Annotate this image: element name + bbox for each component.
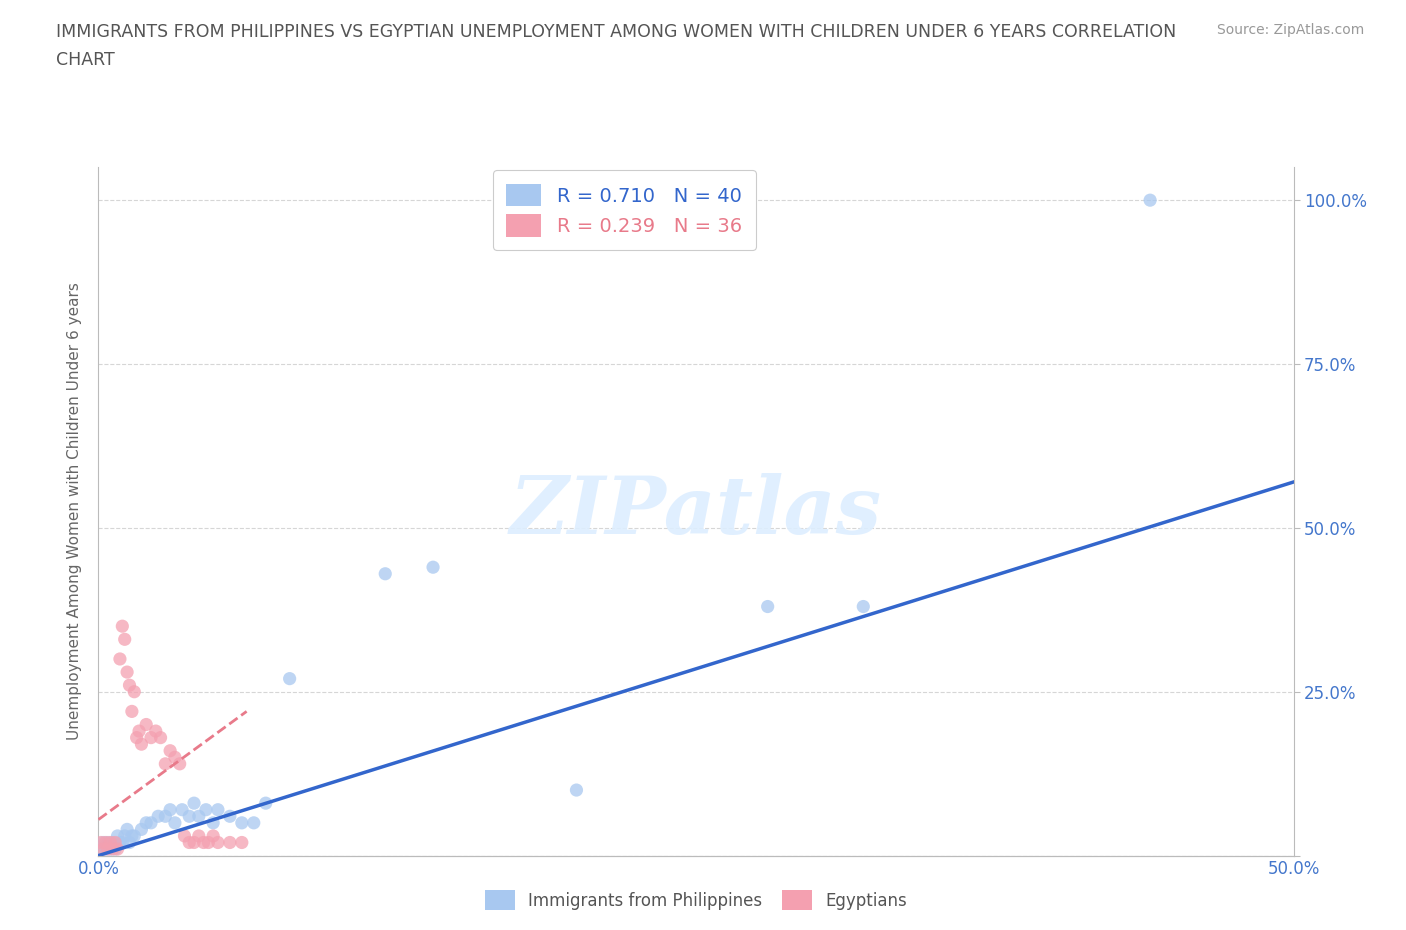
Point — [194, 803, 218, 817]
Y-axis label: Unemployment Among Women with Children Under 6 years: Unemployment Among Women with Children U… — [67, 283, 83, 740]
Point — [118, 835, 141, 850]
Point — [219, 835, 242, 850]
Text: Source: ZipAtlas.com: Source: ZipAtlas.com — [1216, 23, 1364, 37]
Point — [124, 829, 146, 844]
Point — [114, 829, 136, 844]
Point — [163, 816, 186, 830]
Point — [107, 829, 129, 844]
Point — [254, 796, 277, 811]
Point — [91, 835, 114, 850]
Legend: Immigrants from Philippines, Egyptians: Immigrants from Philippines, Egyptians — [471, 877, 921, 923]
Point — [104, 842, 127, 857]
Point — [124, 684, 146, 699]
Point — [374, 566, 396, 581]
Point — [131, 822, 153, 837]
Point — [756, 599, 779, 614]
Point — [163, 750, 186, 764]
Point — [121, 704, 143, 719]
Point — [193, 835, 215, 850]
Point — [202, 829, 225, 844]
Point — [183, 796, 205, 811]
Point — [172, 803, 194, 817]
Point — [1139, 193, 1161, 207]
Point — [111, 618, 134, 633]
Point — [94, 835, 117, 850]
Point — [139, 730, 162, 745]
Point — [114, 631, 136, 646]
Point — [278, 671, 301, 686]
Point — [179, 809, 201, 824]
Point — [115, 822, 138, 837]
Point — [90, 835, 112, 850]
Point — [148, 809, 170, 824]
Point — [155, 809, 177, 824]
Point — [155, 756, 177, 771]
Point — [108, 835, 131, 850]
Text: CHART: CHART — [56, 51, 115, 69]
Point — [159, 803, 181, 817]
Point — [202, 816, 225, 830]
Point — [90, 842, 112, 857]
Point — [101, 835, 124, 850]
Point — [97, 835, 120, 850]
Point — [183, 835, 205, 850]
Point — [128, 724, 150, 738]
Point — [125, 730, 148, 745]
Point — [131, 737, 153, 751]
Point — [101, 842, 124, 857]
Point — [139, 816, 162, 830]
Point — [108, 652, 131, 667]
Point — [118, 678, 141, 693]
Point — [219, 809, 242, 824]
Point — [422, 560, 444, 575]
Point — [91, 842, 114, 857]
Text: ZIPatlas: ZIPatlas — [510, 472, 882, 551]
Point — [135, 717, 157, 732]
Point — [179, 835, 201, 850]
Point — [207, 803, 229, 817]
Point — [107, 842, 129, 857]
Point — [173, 829, 195, 844]
Point — [231, 835, 253, 850]
Point — [97, 842, 120, 857]
Point — [169, 756, 191, 771]
Point — [111, 835, 134, 850]
Point — [197, 835, 219, 850]
Text: IMMIGRANTS FROM PHILIPPINES VS EGYPTIAN UNEMPLOYMENT AMONG WOMEN WITH CHILDREN U: IMMIGRANTS FROM PHILIPPINES VS EGYPTIAN … — [56, 23, 1177, 41]
Point — [98, 835, 122, 850]
Point — [104, 835, 127, 850]
Point — [145, 724, 167, 738]
Point — [852, 599, 875, 614]
Point — [565, 783, 588, 798]
Point — [231, 816, 253, 830]
Point — [115, 665, 138, 680]
Point — [187, 829, 209, 844]
Point — [207, 835, 229, 850]
Point — [94, 842, 117, 857]
Point — [121, 829, 143, 844]
Point — [243, 816, 266, 830]
Point — [187, 809, 209, 824]
Point — [149, 730, 172, 745]
Point — [135, 816, 157, 830]
Point — [98, 842, 122, 857]
Point — [159, 743, 181, 758]
